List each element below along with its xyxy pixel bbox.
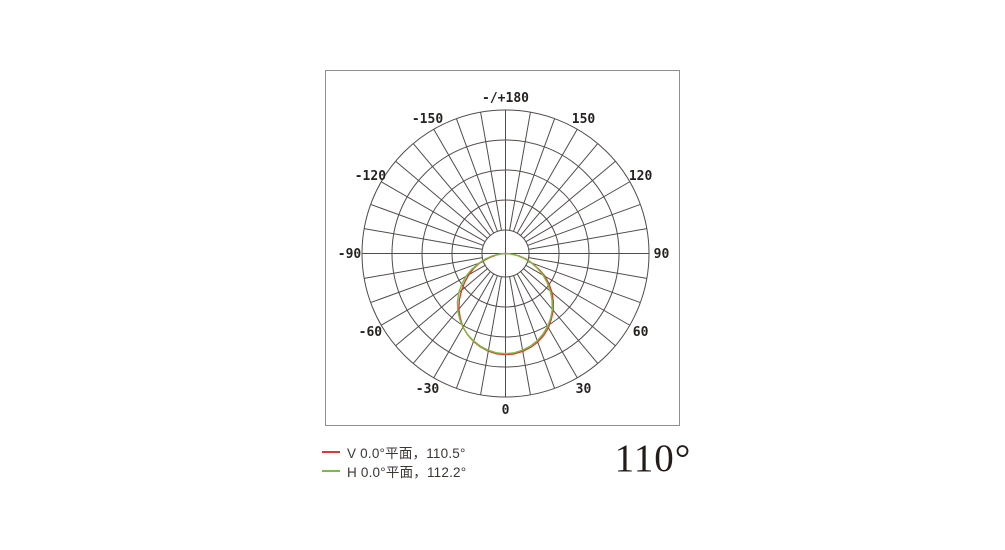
grid-spoke-40 (520, 271, 599, 364)
grid-spoke-230 (395, 160, 488, 239)
angle-label-150: 150 (572, 112, 596, 127)
grid-spoke-20 (513, 275, 556, 389)
grid-spoke-100 (528, 228, 647, 250)
grid-spoke-320 (412, 271, 491, 364)
grid-spoke-290 (370, 261, 484, 304)
angle-label--90: -90 (338, 247, 362, 262)
v-plane-legend-label: V 0.0°平面，110.5° (347, 445, 466, 461)
legend-row-v-plane: V 0.0°平面，110.5° (322, 442, 466, 461)
angle-label--150: -150 (412, 112, 443, 127)
curve-v-plane (458, 252, 554, 356)
angle-label-60: 60 (633, 325, 649, 340)
angle-label--+180: -/+180 (482, 91, 529, 106)
grid-spoke-50 (523, 268, 616, 347)
grid-spoke-210 (433, 128, 495, 234)
grid-spoke-140 (520, 143, 599, 236)
grid-spoke-170 (509, 112, 531, 231)
grid-spoke-260 (364, 228, 483, 250)
grid-spoke-10 (509, 276, 531, 395)
grid-spoke-250 (370, 203, 484, 246)
grid-spoke-280 (364, 257, 483, 279)
grid-spoke-110 (527, 203, 641, 246)
grid-spoke-120 (525, 181, 631, 243)
grid-spoke-80 (528, 257, 647, 279)
angle-label--30: -30 (416, 382, 440, 397)
h-plane-legend-label: H 0.0°平面，112.2° (347, 464, 467, 480)
legend-row-h-plane: H 0.0°平面，112.2° (322, 461, 466, 480)
polar-chart-svg: -/+180 -150 150 -120 120 -90 90 -60 60 -30 30 0 (338, 91, 670, 418)
grid-spoke-160 (513, 118, 556, 232)
grid-spoke-200 (455, 118, 498, 232)
grid-spoke-220 (412, 143, 491, 236)
h-plane-line-swatch (322, 469, 340, 472)
angle-label-30: 30 (576, 382, 592, 397)
v-plane-line-swatch (322, 450, 340, 453)
beam-angle-value: 110° (614, 437, 692, 480)
angle-label-120: 120 (629, 169, 653, 184)
curve-h-plane (456, 252, 554, 355)
angle-label-0: 0 (502, 403, 510, 418)
grid-spoke-350 (480, 276, 502, 395)
grid-spoke-330 (433, 273, 495, 379)
grid-spoke-70 (527, 261, 641, 304)
grid-spoke-150 (516, 128, 578, 234)
angle-label--120: -120 (355, 169, 386, 184)
grid-spoke-130 (523, 160, 616, 239)
grid-spoke-190 (480, 112, 502, 231)
grid-spoke-310 (395, 268, 488, 347)
legend: V 0.0°平面，110.5° H 0.0°平面，112.2° (322, 442, 466, 480)
polar-chart-frame: -/+180 -150 150 -120 120 -90 90 -60 60 -30 30 0 (325, 70, 680, 426)
grid-spoke-240 (380, 181, 486, 243)
grid-spoke-340 (455, 275, 498, 389)
angle-label-90: 90 (654, 247, 670, 262)
angle-label--60: -60 (359, 325, 383, 340)
